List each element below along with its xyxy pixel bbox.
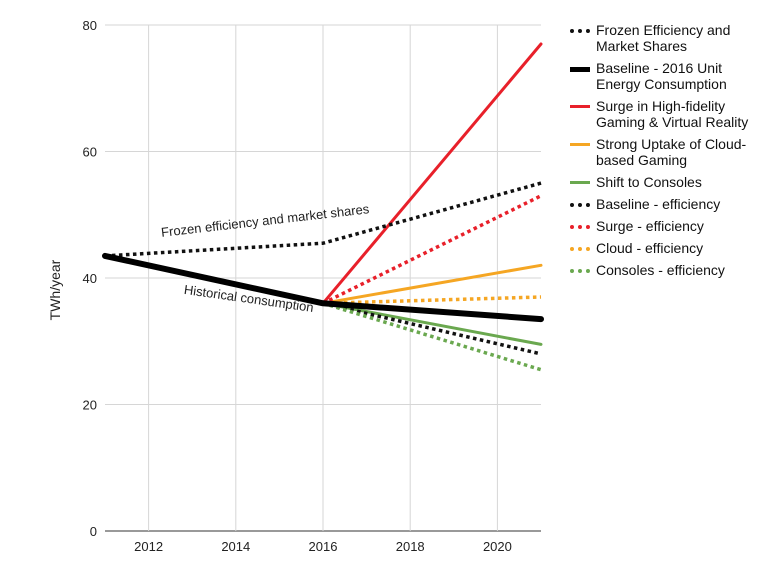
legend-label: Surge - efficiency xyxy=(596,218,704,234)
legend-swatch xyxy=(570,29,590,33)
legend-label: Baseline - efficiency xyxy=(596,196,721,212)
legend-swatch xyxy=(570,105,590,108)
y-axis-label: TWh/year xyxy=(47,259,63,320)
legend-label: Frozen Efficiency and Market Shares xyxy=(596,22,731,54)
legend-item: Consoles - efficiency xyxy=(570,262,755,278)
x-tick-label: 2020 xyxy=(483,539,512,554)
series-line-8 xyxy=(322,301,542,372)
axes: 0 20 40 60 80 2012 2014 2016 2018 2020 xyxy=(83,18,512,554)
legend-label: Consoles - efficiency xyxy=(596,262,725,278)
x-tick-label: 2018 xyxy=(396,539,425,554)
series-line-1 xyxy=(102,252,544,323)
y-tick-label: 0 xyxy=(90,524,97,539)
legend-swatch xyxy=(570,269,590,273)
x-tick-label: 2016 xyxy=(309,539,338,554)
legend-item: Cloud - efficiency xyxy=(570,240,755,256)
series-layer xyxy=(102,42,544,372)
legend-item: Surge - efficiency xyxy=(570,218,755,234)
annotation-0: Frozen efficiency and market shares xyxy=(160,201,370,240)
legend-label: Surge in High-fidelity Gaming & Virtual … xyxy=(596,98,749,130)
grid-lines xyxy=(105,24,541,532)
legend-label: Strong Uptake of Cloud-based Gaming xyxy=(596,136,747,168)
legend-label: Baseline - 2016 Unit Energy Consumption xyxy=(596,60,727,92)
legend-item: Baseline - efficiency xyxy=(570,196,755,212)
legend-label: Cloud - efficiency xyxy=(596,240,704,256)
chart-legend: Frozen Efficiency and Market Shares Basel… xyxy=(570,22,755,284)
x-tick-label: 2012 xyxy=(134,539,163,554)
legend-swatch xyxy=(570,181,590,184)
series-line-3 xyxy=(321,263,543,305)
legend-item: Shift to Consoles xyxy=(570,174,755,190)
y-tick-label: 80 xyxy=(83,18,97,33)
legend-label: Shift to Consoles xyxy=(596,174,702,190)
series-line-0 xyxy=(104,181,542,258)
series-line-5 xyxy=(322,301,542,356)
legend-item: Surge in High-fidelity Gaming & Virtual … xyxy=(570,98,755,130)
line-chart: 0 20 40 60 80 2012 2014 2016 2018 2020 Frozen eff… xyxy=(47,18,544,554)
legend-swatch xyxy=(570,225,590,229)
legend-swatch xyxy=(570,203,590,207)
legend-item: Frozen Efficiency and Market Shares xyxy=(570,22,755,54)
series-line-2 xyxy=(321,42,543,305)
legend-item: Baseline - 2016 Unit Energy Consumption xyxy=(570,60,755,92)
legend-swatch xyxy=(570,67,590,72)
y-tick-label: 60 xyxy=(83,145,97,160)
annotation-layer: Frozen efficiency and market sharesHisto… xyxy=(160,201,370,315)
legend-swatch xyxy=(570,247,590,251)
legend-item: Strong Uptake of Cloud-based Gaming xyxy=(570,136,755,168)
legend-swatch xyxy=(570,143,590,146)
y-tick-label: 20 xyxy=(83,398,97,413)
series-line-7 xyxy=(322,295,542,306)
series-line-6 xyxy=(322,194,542,305)
x-tick-label: 2014 xyxy=(221,539,250,554)
y-tick-label: 40 xyxy=(83,271,97,286)
